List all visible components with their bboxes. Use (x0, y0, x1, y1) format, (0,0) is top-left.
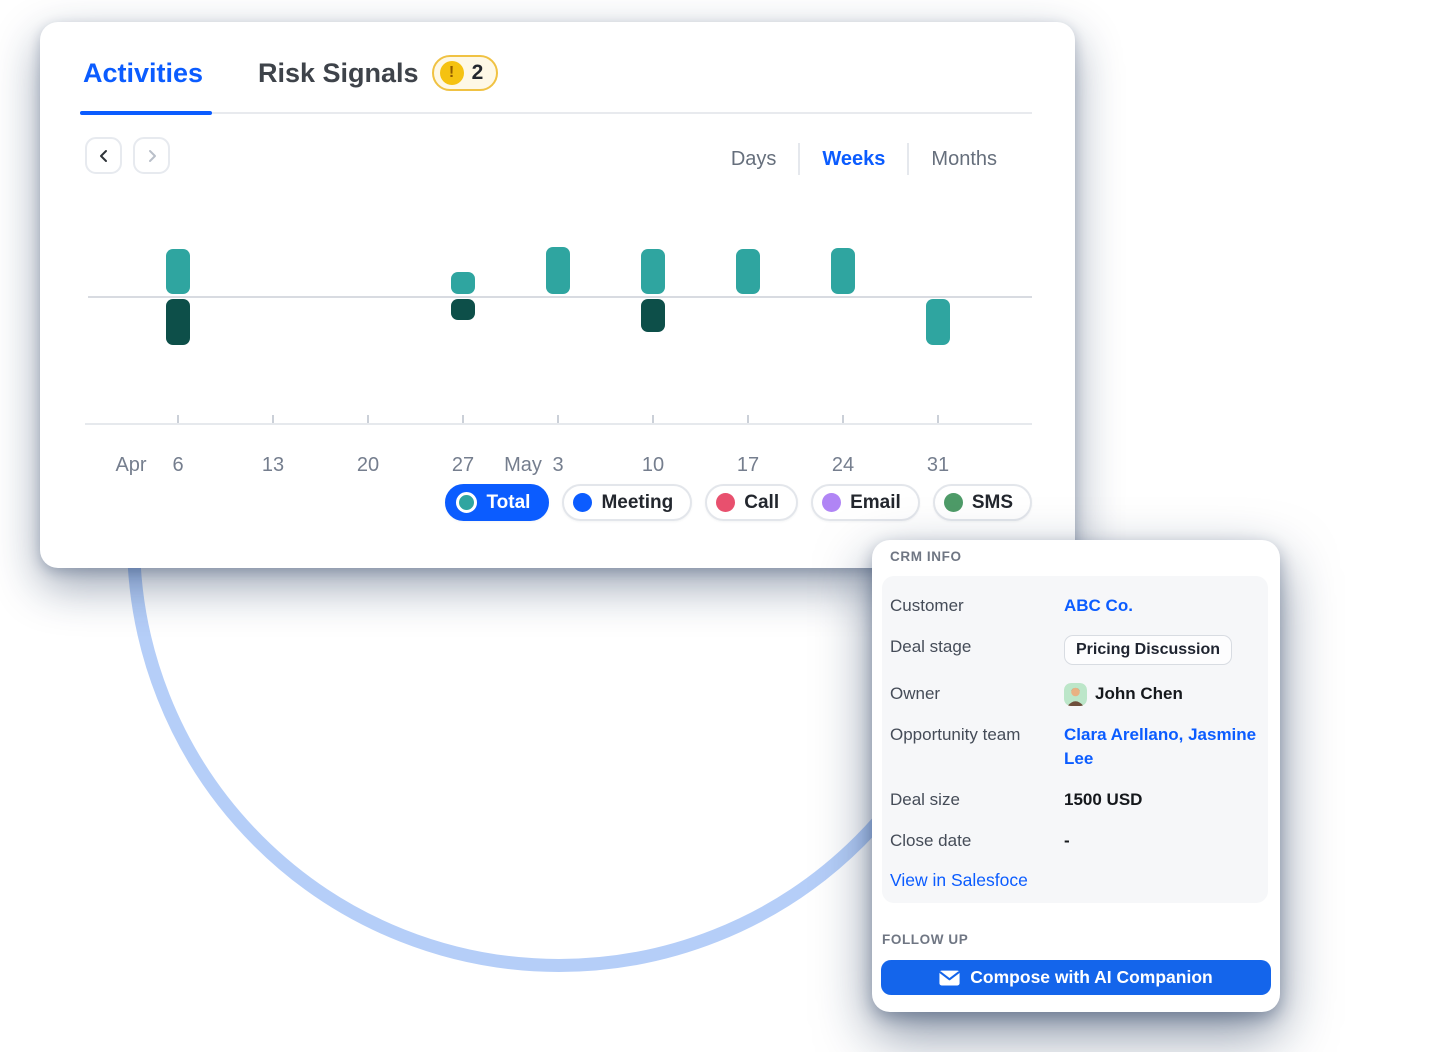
axis-label-10: 10 (641, 454, 665, 476)
crm-row-close-date: Close date - (890, 829, 1258, 853)
chart-x-axis (85, 423, 1032, 425)
owner-name: John Chen (1095, 684, 1183, 703)
legend-pill-email[interactable]: Email (811, 484, 920, 521)
chevron-right-icon (148, 149, 156, 162)
crm-info-card: CRM INFO Customer ABC Co. Deal stage Pri… (872, 540, 1280, 1012)
avatar (1064, 682, 1087, 706)
crm-row-customer: Customer ABC Co. (890, 594, 1258, 618)
toggle-weeks[interactable]: Weeks (822, 148, 886, 170)
axis-label-6: 6 (172, 454, 184, 476)
bar-above-apr-27 (451, 272, 475, 294)
axis-tick (272, 415, 274, 423)
axis-label-24: 24 (831, 454, 855, 476)
deal-size-value: 1500 USD (1064, 790, 1143, 809)
legend-dot-sms (943, 493, 963, 512)
previous-period-button[interactable] (85, 137, 122, 174)
envelope-icon (939, 970, 961, 985)
axis-tick (937, 415, 939, 423)
bar-above-may-3 (546, 247, 570, 294)
toggle-days[interactable]: Days (730, 148, 777, 170)
opportunity-team-links[interactable]: Clara Arellano, Jasmine Lee (1064, 725, 1257, 768)
axis-tick (462, 415, 464, 423)
legend-dot-total (456, 492, 478, 513)
axis-month-label-may: May (504, 454, 542, 476)
axis-tick (747, 415, 749, 423)
axis-tick (842, 415, 844, 423)
legend-pill-call[interactable]: Call (705, 484, 799, 521)
bar-below-apr-27 (451, 299, 475, 320)
tab-activities[interactable]: Activities (83, 58, 204, 88)
axis-tick (177, 415, 179, 423)
owner-label: Owner (890, 684, 941, 703)
person-avatar-image (1064, 682, 1087, 706)
bar-above-may-10 (641, 249, 665, 294)
crm-row-deal-size: Deal size 1500 USD (890, 788, 1258, 812)
axis-label-20: 20 (356, 454, 380, 476)
tab-divider (80, 112, 1032, 114)
legend-pill-sms[interactable]: SMS (932, 484, 1032, 521)
axis-label-3: 3 (552, 454, 564, 476)
legend-label: Total (486, 491, 531, 513)
chevron-left-icon (99, 149, 107, 162)
customer-label: Customer (890, 596, 964, 615)
follow-up-header: FOLLOW UP (882, 932, 969, 947)
legend-label: Meeting (601, 491, 674, 513)
next-period-button[interactable] (133, 137, 170, 174)
bar-above-apr-6 (166, 249, 190, 294)
warning-icon: ! (439, 61, 464, 85)
opportunity-team-label: Opportunity team (890, 725, 1021, 744)
close-date-value: - (1064, 831, 1070, 850)
toggle-divider (798, 143, 801, 175)
activities-card: Activities Risk Signals ! 2 Days (40, 22, 1075, 568)
axis-tick (652, 415, 654, 423)
deal-stage-badge: Pricing Discussion (1064, 635, 1233, 665)
deal-stage-label: Deal stage (890, 637, 972, 656)
chart-pagination (85, 137, 170, 174)
legend-label: Email (850, 491, 901, 513)
axis-label-31: 31 (926, 454, 950, 476)
legend-label: SMS (971, 491, 1013, 513)
compose-button-label: Compose with AI Companion (970, 967, 1213, 987)
legend-dot-meeting (573, 493, 593, 512)
legend-pill-total[interactable]: Total (445, 484, 550, 521)
chart-zero-baseline (88, 296, 1032, 298)
crm-row-deal-stage: Deal stage Pricing Discussion (890, 635, 1258, 665)
axis-label-27: 27 (451, 454, 475, 476)
bar-below-may-10 (641, 299, 665, 332)
tab-risk-signals-label: Risk Signals (258, 57, 419, 88)
deal-size-label: Deal size (890, 790, 960, 809)
axis-tick (367, 415, 369, 423)
risk-signals-badge: ! 2 (431, 55, 499, 91)
axis-month-label-apr: Apr (115, 454, 147, 476)
axis-label-17: 17 (736, 454, 760, 476)
crm-row-owner: Owner John Chen (890, 682, 1258, 706)
view-in-salesforce-link[interactable]: View in Salesfoce (890, 870, 1028, 890)
legend-dot-email (822, 493, 842, 512)
customer-link[interactable]: ABC Co. (1064, 596, 1133, 615)
bar-below-may-31 (926, 299, 950, 345)
legend-label: Call (744, 491, 780, 513)
bar-above-may-17 (736, 249, 760, 294)
axis-tick (557, 415, 559, 423)
chart-legend: Total Meeting Call Email SMS (445, 484, 1032, 521)
crm-info-panel: Customer ABC Co. Deal stage Pricing Disc… (882, 576, 1268, 903)
bar-above-may-24 (831, 248, 855, 294)
activity-chart: 6 13 20 27 3 10 17 24 31 Apr May (40, 22, 1075, 568)
crm-row-opportunity-team: Opportunity team Clara Arellano, Jasmine… (890, 723, 1258, 771)
close-date-label: Close date (890, 831, 972, 850)
risk-badge-count: 2 (471, 61, 484, 84)
active-tab-underline (80, 111, 212, 115)
axis-label-13: 13 (261, 454, 285, 476)
bar-below-apr-6 (166, 299, 190, 345)
compose-with-ai-companion-button[interactable]: Compose with AI Companion (881, 960, 1271, 995)
time-range-toggle: Days Weeks Months (709, 143, 1019, 175)
legend-pill-meeting[interactable]: Meeting (562, 484, 693, 521)
toggle-months[interactable]: Months (931, 148, 997, 170)
crm-info-header: CRM INFO (890, 549, 962, 564)
legend-dot-call (716, 493, 736, 512)
toggle-divider (907, 143, 910, 175)
tab-risk-signals[interactable]: Risk Signals ! 2 (258, 55, 499, 91)
